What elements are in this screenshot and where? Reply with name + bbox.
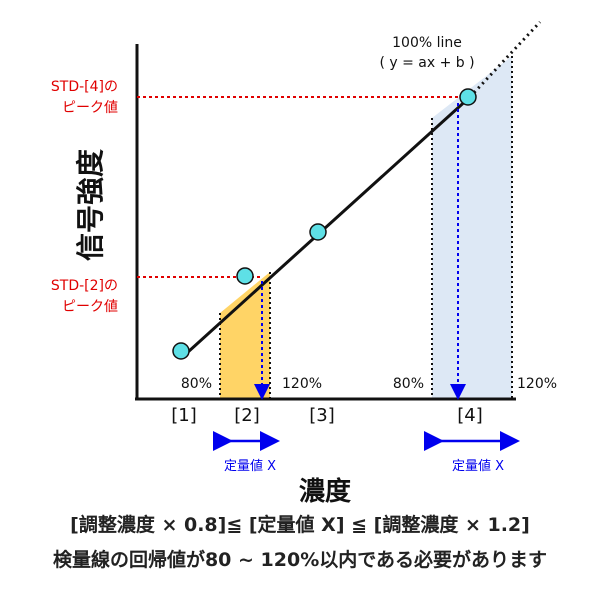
point-1-label: [1] bbox=[171, 405, 197, 426]
point-2-label: [2] bbox=[234, 405, 260, 426]
point-3-marker bbox=[309, 223, 327, 241]
point-2-marker bbox=[236, 267, 254, 285]
regression-line bbox=[186, 95, 472, 354]
std4-label-line2: ピーク値 bbox=[62, 100, 118, 116]
x-axis-title: 濃度 bbox=[299, 476, 351, 507]
band-2-fill bbox=[220, 272, 270, 398]
std2-label-line2: ピーク値 bbox=[62, 299, 118, 315]
band-4-low-label: 80% bbox=[393, 376, 424, 392]
point-1-marker bbox=[172, 342, 190, 360]
point-4-marker bbox=[459, 88, 477, 106]
band-2-low-label: 80% bbox=[181, 376, 212, 392]
quant-4-label: 定量値 X bbox=[452, 458, 504, 474]
y-axis-title: 信号強度 bbox=[74, 149, 107, 261]
line-label-equation: ( y = ax + b ) bbox=[379, 55, 474, 71]
point-3-label: [3] bbox=[309, 405, 335, 426]
band-4-fill bbox=[432, 56, 512, 398]
caption-requirement: 検量線の回帰値が80 ~ 120%以内である必要があります bbox=[52, 549, 548, 571]
line-label-title: 100% line bbox=[392, 35, 462, 51]
std4-label-line1: STD-[4]の bbox=[51, 79, 118, 95]
point-4-label: [4] bbox=[457, 405, 483, 426]
std2-label-line1: STD-[2]の bbox=[51, 278, 118, 294]
quant-2-label: 定量値 X bbox=[224, 458, 276, 474]
band-4-high-label: 120% bbox=[517, 376, 557, 392]
band-2-high-label: 120% bbox=[282, 376, 322, 392]
caption-condition: [調整濃度 × 0.8]≦ [定量値 X] ≦ [調整濃度 × 1.2] bbox=[70, 514, 530, 536]
regression-line-extension bbox=[468, 20, 542, 99]
